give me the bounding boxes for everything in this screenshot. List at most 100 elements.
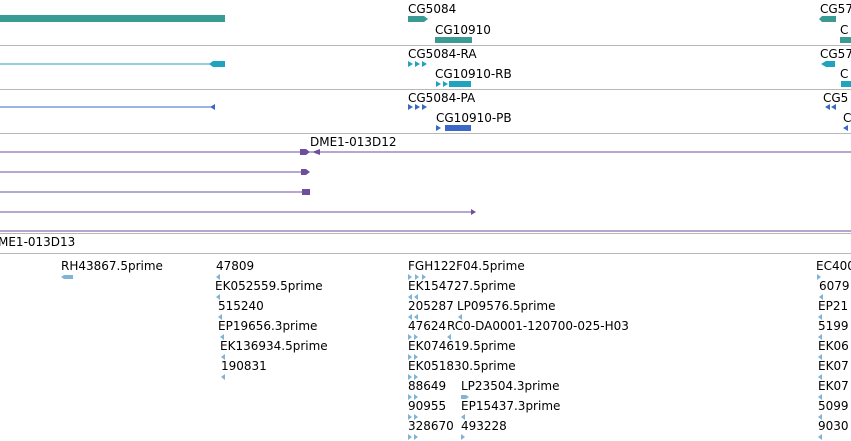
protein-exon-cg10910-pb[interactable] (445, 125, 471, 131)
est-track-features (61, 274, 823, 440)
est-label-ep19656[interactable]: EP19656.3prime (218, 319, 318, 333)
transcript-exon-c[interactable] (841, 81, 851, 87)
est-glyph-lp23504[interactable] (461, 395, 469, 399)
est-glyph-n493228[interactable] (461, 434, 465, 440)
transcript-label-c[interactable]: C (840, 67, 849, 81)
transcript-label-cg57[interactable]: CG57 (820, 47, 851, 61)
protein-label-cg5[interactable]: CG5 (823, 91, 849, 105)
gene-label-c[interactable]: C (840, 23, 849, 37)
est-label-ek154727[interactable]: EK154727.5prime (408, 279, 516, 293)
est-glyph-n47624[interactable] (408, 334, 412, 340)
clone-track: DME1-013D12 (0, 134, 851, 233)
gene-label-cg57[interactable]: CG57 (820, 2, 851, 16)
est-label-n515240[interactable]: 515240 (218, 299, 264, 313)
est-glyph-ek074619[interactable] (408, 354, 412, 360)
clone-track-features (0, 149, 851, 232)
est-label-ek136934[interactable]: EK136934.5prime (220, 339, 328, 353)
est-glyph-n190831[interactable] (221, 374, 225, 380)
est-label-n205287[interactable]: 205287 (408, 299, 454, 313)
est-glyph-n5099[interactable] (818, 414, 822, 420)
est-label-n493228[interactable]: 493228 (461, 419, 507, 433)
est-label-ep15437[interactable]: EP15437.3prime (461, 399, 561, 413)
est-glyph-n90955-1[interactable] (414, 414, 418, 420)
est-glyph-ek07[interactable] (818, 374, 822, 380)
est-glyph-rc0-da0001[interactable] (447, 334, 451, 340)
est-label-rh43867[interactable]: RH43867.5prime (61, 259, 163, 273)
est-glyph-ek051830[interactable] (408, 374, 412, 380)
protein-label-cg10910-pb[interactable]: CG10910-PB (436, 111, 512, 125)
est-label-lp09576[interactable]: LP09576.5prime (457, 299, 556, 313)
est-glyph-n205287[interactable] (408, 314, 412, 320)
est-label-ek07b[interactable]: EK07 (818, 379, 849, 393)
est-label-fgh122f04[interactable]: FGH122F04.5prime (408, 259, 525, 273)
est-glyph-fgh122f04[interactable] (408, 274, 412, 280)
est-glyph-n205287-1[interactable] (414, 314, 418, 320)
est-glyph-ek136934[interactable] (221, 354, 225, 360)
gene-feature-cg5084[interactable] (408, 16, 428, 22)
clone-label-dme1-013d12[interactable]: DME1-013D12 (310, 135, 397, 149)
est-glyph-n515240[interactable] (218, 314, 222, 320)
est-glyph-ek154727[interactable] (408, 294, 412, 300)
protein-end-left[interactable] (210, 104, 215, 110)
est-glyph-ep15437[interactable] (461, 414, 465, 420)
est-glyph-lp09576[interactable] (458, 314, 462, 320)
est-label-n5099[interactable]: 5099 (818, 399, 849, 413)
est-glyph-n328670[interactable] (408, 434, 412, 440)
est-label-n47624[interactable]: 47624 (408, 319, 447, 333)
transcript-exon-left[interactable] (209, 61, 225, 67)
est-label-n5199[interactable]: 5199 (818, 319, 849, 333)
est-label-lp23504[interactable]: LP23504.3prime (461, 379, 560, 393)
est-label-rc0-da0001[interactable]: RC0-DA0001-120700-025-H03 (447, 319, 629, 333)
est-glyph-ec400[interactable] (817, 274, 821, 280)
est-glyph-n90955[interactable] (408, 414, 412, 420)
est-glyph-ek154727-1[interactable] (414, 294, 418, 300)
est-label-ek07[interactable]: EK07 (818, 359, 849, 373)
est-glyph-n47624-1[interactable] (414, 334, 418, 340)
est-label-n90955[interactable]: 90955 (408, 399, 447, 413)
transcript-label-cg5084-ra[interactable]: CG5084-RA (408, 47, 477, 61)
est-glyph-ep21[interactable] (818, 314, 822, 320)
est-glyph-n9030[interactable] (818, 434, 822, 440)
transcript-exon-cg57[interactable] (826, 61, 835, 67)
est-glyph-ek074619-1[interactable] (414, 354, 418, 360)
protein-label-c[interactable]: C (843, 111, 851, 125)
gene-feature-c[interactable] (840, 37, 851, 43)
est-glyph-ek052559[interactable] (216, 294, 220, 300)
est-glyph-fgh122f04-2[interactable] (422, 274, 426, 280)
gene-label-cg5084[interactable]: CG5084 (408, 2, 457, 16)
clone-label-dme1-013d13[interactable]: ME1-013D13 (0, 235, 76, 249)
protein-arrow-e (825, 104, 830, 110)
est-label-n47809[interactable]: 47809 (216, 259, 255, 273)
est-label-n9030[interactable]: 9030 (818, 419, 849, 433)
transcript-exon-cg10910-rb[interactable] (449, 81, 471, 87)
est-glyph-n47809[interactable] (216, 274, 220, 280)
est-glyph-n88649[interactable] (408, 394, 412, 400)
gene-feature-left[interactable] (0, 15, 225, 22)
est-glyph-fgh122f04-1[interactable] (415, 274, 419, 280)
est-glyph-n88649-1[interactable] (414, 394, 418, 400)
protein-label-cg5084-pa[interactable]: CG5084-PA (408, 91, 476, 105)
est-label-n6079[interactable]: 6079 (819, 279, 850, 293)
est-label-n190831[interactable]: 190831 (221, 359, 267, 373)
est-glyph-ek06[interactable] (818, 354, 822, 360)
est-glyph-n6079[interactable] (819, 294, 823, 300)
est-label-ek052559[interactable]: EK052559.5prime (215, 279, 323, 293)
est-label-ek074619[interactable]: EK074619.5prime (408, 339, 516, 353)
est-label-ek06[interactable]: EK06 (818, 339, 849, 353)
est-glyph-ek07b[interactable] (818, 394, 822, 400)
est-label-n328670[interactable]: 328670 (408, 419, 454, 433)
est-glyph-ep19656[interactable] (220, 334, 224, 340)
est-label-ec400[interactable]: EC400 (816, 259, 851, 273)
est-glyph-ek051830-1[interactable] (414, 374, 418, 380)
est-label-ek051830[interactable]: EK051830.5prime (408, 359, 516, 373)
est-label-n88649[interactable]: 88649 (408, 379, 447, 393)
est-glyph-n328670-1[interactable] (414, 434, 418, 440)
est-glyph-n5199[interactable] (818, 334, 822, 340)
est-glyph-rh43867[interactable] (61, 275, 73, 279)
est-label-ep21[interactable]: EP21 (818, 299, 849, 313)
transcript-label-cg10910-rb[interactable]: CG10910-RB (435, 67, 512, 81)
transcript-arrow-b (415, 61, 420, 67)
gene-feature-cg10910[interactable] (435, 37, 472, 43)
gene-label-cg10910[interactable]: CG10910 (435, 23, 491, 37)
gene-feature-cg57[interactable] (819, 16, 836, 22)
